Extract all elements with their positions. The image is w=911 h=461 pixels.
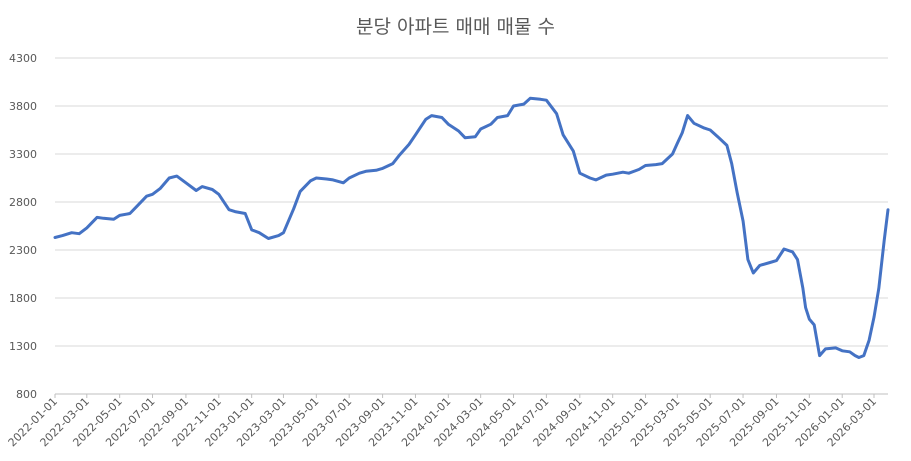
y-tick-label: 2300 xyxy=(9,244,37,257)
y-tick-label: 1300 xyxy=(9,340,37,353)
y-tick-label: 4300 xyxy=(9,52,37,65)
y-tick-label: 2800 xyxy=(9,196,37,209)
y-tick-label: 3800 xyxy=(9,100,37,113)
y-tick-label: 1800 xyxy=(9,292,37,305)
y-tick-label: 800 xyxy=(16,388,37,401)
series-line xyxy=(53,96,890,359)
y-tick-label: 3300 xyxy=(9,148,37,161)
chart-title: 분당 아파트 매매 매물 수 xyxy=(356,16,555,38)
